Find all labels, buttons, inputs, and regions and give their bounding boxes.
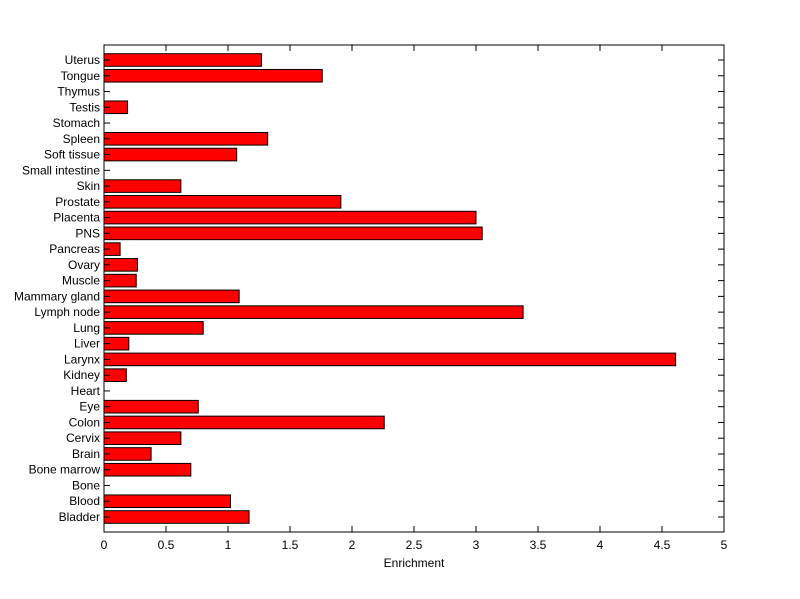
bar-larynx	[103, 352, 677, 367]
x-tick-label: 1.5	[282, 538, 299, 552]
y-tick-label: PNS	[75, 226, 100, 240]
bar-pns	[103, 226, 483, 241]
bar-bladder	[103, 510, 250, 524]
y-tick-label: Bladder	[59, 510, 100, 524]
y-tick-label: Heart	[71, 384, 101, 398]
y-tick-label: Liver	[74, 337, 100, 351]
bar-spleen	[103, 131, 269, 146]
y-tick-label: Prostate	[55, 195, 100, 209]
y-tick-label: Pancreas	[49, 242, 100, 256]
x-axis-label: Enrichment	[384, 556, 445, 570]
bar-skin	[103, 179, 182, 193]
y-tick-label: Tongue	[61, 69, 101, 83]
bar-blood	[103, 494, 231, 509]
y-tick-label: Blood	[69, 494, 100, 508]
y-tick-label: Bone	[72, 478, 100, 492]
x-tick-label: 4	[597, 538, 604, 552]
x-tick-label: 0	[101, 538, 108, 552]
bar-cervix	[103, 431, 182, 446]
y-tick-label: Kidney	[63, 368, 100, 382]
y-tick-label: Small intestine	[22, 163, 100, 177]
x-tick-label: 3.5	[530, 538, 547, 552]
x-tick-labels: 0 0.5 1 1.5 2 2.5 3 3.5 4 4.5 5	[101, 538, 728, 552]
bar-colon	[103, 415, 385, 430]
x-tick-label: 5	[721, 538, 728, 552]
y-tick-label: Ovary	[68, 258, 100, 272]
y-tick-label: Stomach	[53, 116, 100, 130]
y-tick-label: Lung	[73, 321, 100, 335]
y-tick-label: Muscle	[62, 274, 100, 288]
x-tick-label: 0.5	[158, 538, 175, 552]
plot-frame	[103, 44, 725, 533]
y-tick-label: Mammary gland	[14, 289, 100, 303]
x-tick-label: 4.5	[654, 538, 671, 552]
y-tick-label: Uterus	[65, 53, 100, 67]
y-tick-label: Brain	[72, 447, 100, 461]
ticks-group	[103, 45, 725, 532]
bar-eye	[103, 399, 199, 414]
bar-uterus	[103, 53, 262, 67]
y-tick-label: Skin	[77, 179, 100, 193]
x-tick-label: 2.5	[406, 538, 423, 552]
y-tick-label: Testis	[69, 100, 100, 114]
y-tick-label: Placenta	[53, 211, 100, 225]
x-tick-label: 2	[349, 538, 356, 552]
y-tick-label: Soft tissue	[44, 148, 100, 162]
bar-lymph-node	[103, 305, 524, 319]
plot-area	[104, 45, 724, 532]
y-tick-label: Lymph node	[34, 305, 100, 319]
y-tick-label: Colon	[69, 415, 100, 429]
y-tick-label: Larynx	[64, 352, 100, 366]
y-tick-label: Eye	[79, 400, 100, 414]
y-tick-label: Cervix	[66, 431, 100, 445]
bar-prostate	[103, 195, 342, 209]
y-tick-label: Spleen	[63, 132, 100, 146]
x-tick-label: 1	[225, 538, 232, 552]
bars-group	[103, 53, 677, 524]
bar-bone-marrow	[103, 462, 192, 477]
bar-placenta	[103, 210, 477, 225]
x-tick-label: 3	[473, 538, 480, 552]
bar-soft-tissue	[103, 147, 238, 162]
bar-lung	[103, 321, 204, 335]
y-tick-label: Bone marrow	[29, 463, 101, 477]
bar-mammary-gland	[103, 289, 240, 304]
bar-brain	[103, 447, 152, 461]
bar-tongue	[103, 68, 323, 83]
y-tick-label: Thymus	[57, 85, 100, 99]
